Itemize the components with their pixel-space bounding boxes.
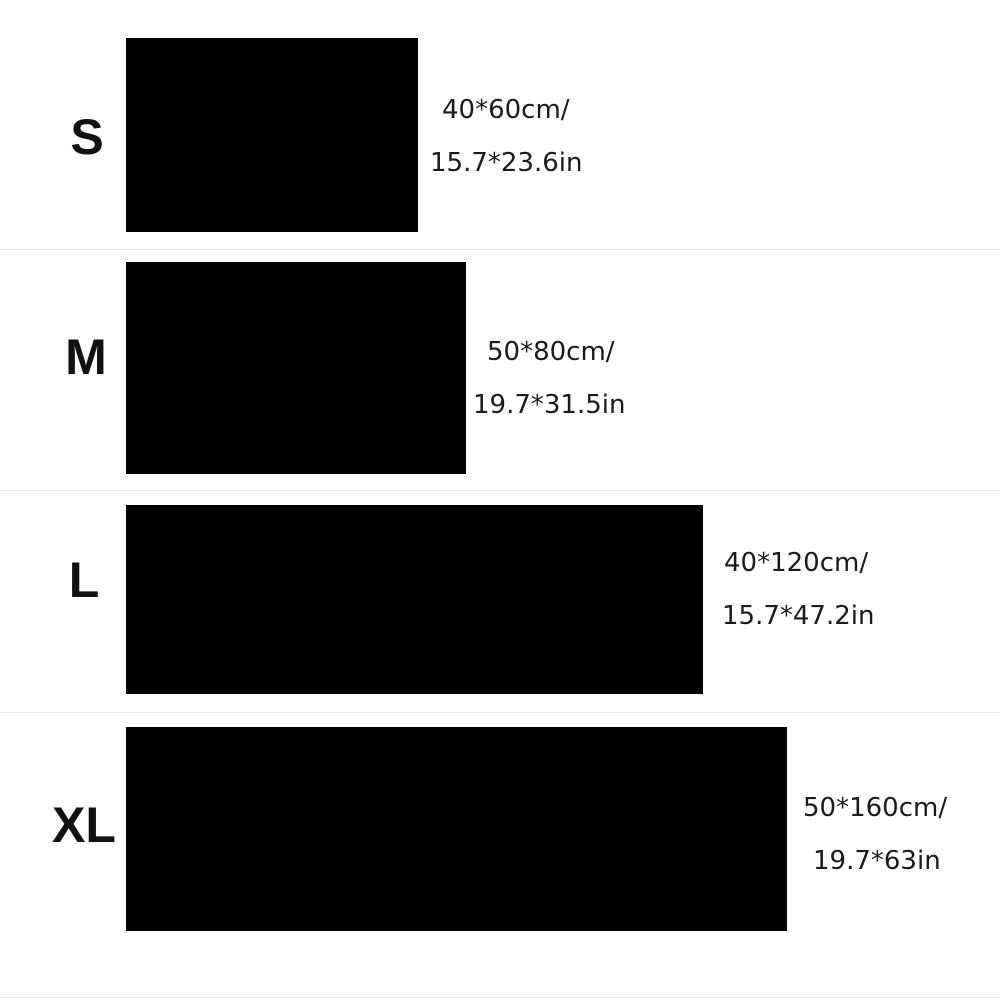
dimension-cm: 40*120cm/ [724, 548, 869, 578]
divider [0, 249, 1000, 250]
dimension-cm: 50*160cm/ [803, 793, 948, 823]
dimension-cm: 40*60cm/ [442, 95, 570, 125]
dimension-inch: 15.7*47.2in [722, 601, 875, 631]
dimension-inch: 19.7*63in [813, 846, 941, 876]
divider [0, 712, 1000, 713]
divider [0, 490, 1000, 491]
size-swatch [126, 505, 703, 694]
size-dimensions: 40*60cm/ 15.7*23.6in [430, 84, 582, 190]
size-label: M [65, 329, 107, 385]
size-swatch [126, 38, 418, 232]
dimension-inch: 19.7*31.5in [473, 390, 626, 420]
size-dimensions: 50*160cm/ 19.7*63in [803, 782, 947, 888]
size-swatch [126, 727, 787, 931]
divider [0, 997, 1000, 998]
size-dimensions: 40*120cm/ 15.7*47.2in [722, 537, 875, 643]
dimension-cm: 50*80cm/ [487, 337, 615, 367]
size-dimensions: 50*80cm/ 19.7*31.5in [473, 326, 625, 432]
size-swatch [126, 262, 466, 474]
size-label: XL [52, 797, 116, 853]
size-label: L [68, 552, 100, 608]
size-label: S [70, 109, 104, 165]
dimension-inch: 15.7*23.6in [430, 148, 583, 178]
